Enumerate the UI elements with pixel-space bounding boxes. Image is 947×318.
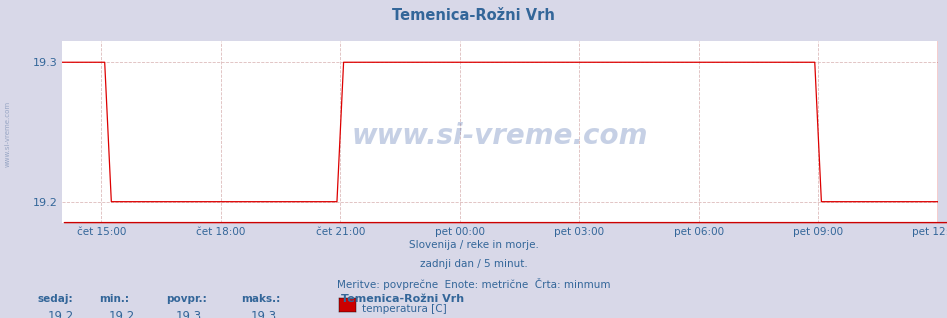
Text: 19,2: 19,2 — [109, 310, 135, 318]
Text: temperatura [C]: temperatura [C] — [362, 304, 446, 314]
Text: zadnji dan / 5 minut.: zadnji dan / 5 minut. — [420, 259, 527, 269]
Text: maks.:: maks.: — [241, 294, 280, 304]
Text: www.si-vreme.com: www.si-vreme.com — [351, 121, 648, 149]
Text: 19,3: 19,3 — [251, 310, 277, 318]
Text: Temenica-Rožni Vrh: Temenica-Rožni Vrh — [392, 8, 555, 23]
Text: Temenica-Rožni Vrh: Temenica-Rožni Vrh — [341, 294, 464, 304]
Text: Slovenija / reke in morje.: Slovenija / reke in morje. — [408, 240, 539, 250]
Text: 19,2: 19,2 — [47, 310, 74, 318]
Text: Meritve: povprečne  Enote: metrične  Črta: minmum: Meritve: povprečne Enote: metrične Črta:… — [337, 278, 610, 290]
Text: 19,3: 19,3 — [175, 310, 202, 318]
Text: povpr.:: povpr.: — [166, 294, 206, 304]
Text: sedaj:: sedaj: — [38, 294, 74, 304]
Text: min.:: min.: — [99, 294, 130, 304]
Text: www.si-vreme.com: www.si-vreme.com — [5, 100, 10, 167]
